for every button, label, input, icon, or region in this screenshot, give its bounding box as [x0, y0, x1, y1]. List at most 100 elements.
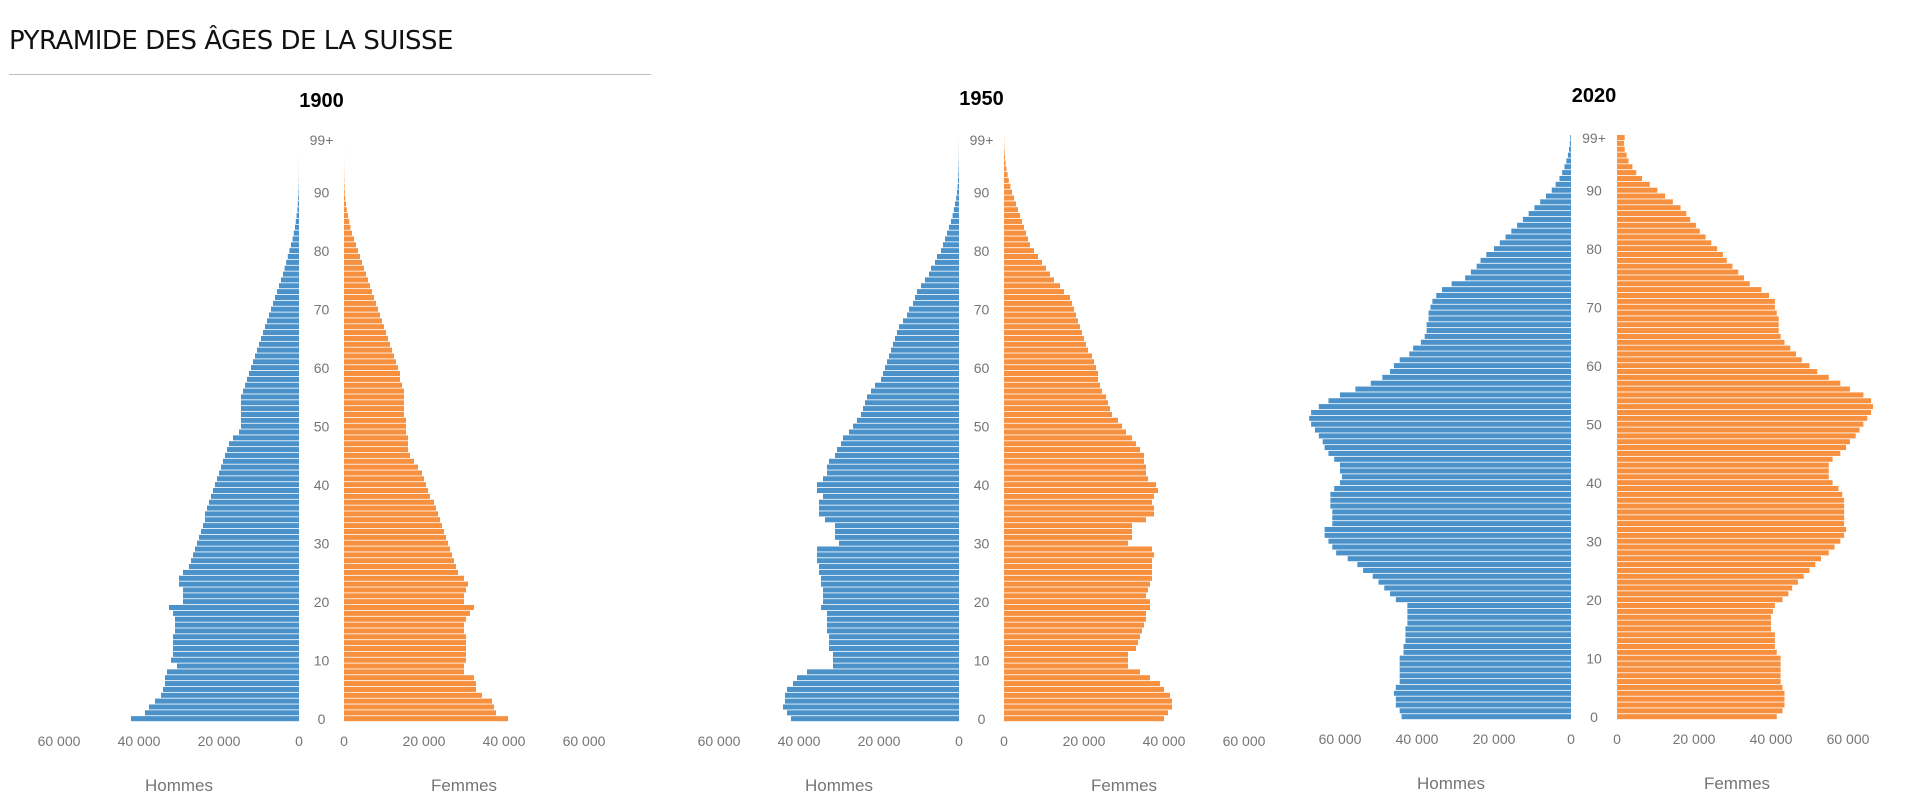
- bar-hommes-age-3: [785, 698, 959, 704]
- axis-label-femmes: Femmes: [1091, 776, 1157, 795]
- bar-hommes-age-9: [177, 663, 299, 669]
- bar-hommes-age-84: [295, 224, 299, 230]
- x-tick-label-femmes: 40 000: [1143, 733, 1186, 749]
- bar-femmes-age-9: [1617, 661, 1781, 667]
- bar-hommes-age-1: [787, 710, 959, 716]
- x-tick-label-hommes: 60 000: [698, 733, 741, 749]
- bar-femmes-age-66: [1617, 328, 1779, 334]
- bar-hommes-age-6: [793, 681, 959, 687]
- age-tick-label: 20: [1586, 592, 1602, 608]
- bar-hommes-age-81: [943, 242, 959, 248]
- age-tick-label: 10: [1586, 651, 1602, 667]
- bar-hommes-age-89: [298, 195, 299, 201]
- bar-femmes-age-42: [344, 470, 422, 476]
- bar-femmes-age-34: [1617, 515, 1845, 521]
- bar-femmes-age-60: [344, 365, 398, 371]
- bar-hommes-age-6: [165, 681, 299, 687]
- bar-hommes-age-69: [1428, 310, 1571, 316]
- bar-hommes-age-68: [267, 318, 299, 324]
- bar-hommes-age-26: [1357, 562, 1571, 568]
- bar-hommes-age-47: [1322, 439, 1571, 445]
- bar-femmes-age-92: [1004, 177, 1009, 183]
- bar-hommes-age-22: [823, 587, 959, 593]
- bar-femmes-age-30: [1004, 540, 1128, 546]
- bar-hommes-age-4: [1393, 690, 1571, 696]
- bar-femmes-age-48: [344, 435, 408, 441]
- bar-femmes-age-72: [1617, 292, 1770, 298]
- bar-hommes-age-98: [1569, 140, 1571, 146]
- bar-femmes-age-89: [1004, 195, 1014, 201]
- bar-femmes-age-97: [1004, 148, 1005, 154]
- bar-femmes-age-37: [344, 499, 434, 505]
- bar-hommes-age-72: [915, 294, 959, 300]
- bar-hommes-age-85: [951, 218, 959, 224]
- bar-hommes-age-15: [175, 628, 299, 634]
- bar-hommes-age-81: [291, 242, 299, 248]
- bar-hommes-age-54: [1328, 398, 1571, 404]
- age-tick-label: 30: [314, 536, 330, 552]
- bar-femmes-age-53: [1617, 404, 1874, 410]
- bar-hommes-age-8: [1399, 667, 1571, 673]
- bar-femmes-age-78: [344, 259, 362, 265]
- age-tick-label: 90: [974, 185, 990, 201]
- chart-title-1950: 1950: [959, 88, 1004, 110]
- bar-femmes-age-25: [1617, 567, 1810, 573]
- x-tick-label-hommes: 0: [295, 733, 303, 749]
- bar-hommes-age-34: [205, 517, 299, 523]
- bar-femmes-age-36: [344, 505, 436, 511]
- bar-femmes-age-4: [344, 692, 482, 698]
- bar-hommes-age-0: [131, 716, 299, 722]
- bar-femmes-age-61: [1004, 359, 1094, 365]
- bar-femmes-age-47: [344, 441, 408, 447]
- x-tick-label-hommes: 20 000: [858, 733, 901, 749]
- bar-femmes-age-3: [1004, 698, 1172, 704]
- age-tick-label: 80: [974, 243, 990, 259]
- bar-hommes-age-88: [297, 201, 299, 207]
- bar-femmes-age-78: [1617, 257, 1727, 263]
- bar-femmes-age-17: [1617, 614, 1771, 620]
- bar-hommes-age-66: [263, 330, 299, 336]
- bar-hommes-age-24: [179, 575, 299, 581]
- bar-hommes-age-17: [175, 616, 299, 622]
- bar-femmes-age-39: [1617, 486, 1839, 492]
- bar-femmes-age-41: [1004, 476, 1148, 482]
- bar-femmes-age-56: [344, 388, 404, 394]
- bar-hommes-age-73: [277, 289, 299, 295]
- bar-femmes-age-42: [1004, 470, 1146, 476]
- bar-hommes-age-86: [1528, 211, 1571, 217]
- bar-femmes-age-62: [344, 353, 394, 359]
- bar-femmes-age-9: [344, 663, 464, 669]
- bar-hommes-age-32: [835, 528, 959, 534]
- bar-hommes-age-20: [1395, 597, 1571, 603]
- bar-hommes-age-23: [821, 581, 959, 587]
- bar-femmes-age-59: [344, 371, 400, 377]
- bar-hommes-age-75: [1465, 275, 1571, 281]
- bar-hommes-age-27: [817, 558, 959, 564]
- bar-hommes-age-11: [1403, 649, 1571, 655]
- bar-femmes-age-8: [344, 669, 464, 675]
- bar-femmes-age-1: [344, 710, 496, 716]
- bar-femmes-age-20: [344, 599, 464, 605]
- bar-femmes-age-51: [344, 417, 406, 423]
- bar-femmes-age-91: [1617, 181, 1650, 187]
- bar-femmes-age-13: [1617, 638, 1775, 644]
- bar-femmes-age-85: [344, 218, 350, 224]
- bar-hommes-age-37: [209, 499, 299, 505]
- age-tick-label: 10: [314, 653, 330, 669]
- age-tick-label: 20: [974, 594, 990, 610]
- title-divider: [9, 74, 651, 75]
- bar-femmes-age-40: [1617, 480, 1833, 486]
- bar-femmes-age-55: [344, 394, 404, 400]
- bar-femmes-age-13: [344, 640, 466, 646]
- bar-femmes-age-85: [1617, 216, 1691, 222]
- bar-hommes-age-96: [1567, 152, 1571, 158]
- bar-hommes-age-82: [292, 236, 299, 242]
- bar-hommes-age-59: [1390, 369, 1571, 375]
- bar-hommes-age-54: [241, 400, 299, 406]
- bar-femmes-age-93: [1617, 170, 1637, 176]
- bar-hommes-age-9: [1399, 661, 1571, 667]
- bar-femmes-age-74: [344, 283, 370, 289]
- bar-femmes-age-29: [1004, 546, 1152, 552]
- bar-femmes-age-27: [344, 558, 454, 564]
- bar-femmes-age-29: [344, 546, 450, 552]
